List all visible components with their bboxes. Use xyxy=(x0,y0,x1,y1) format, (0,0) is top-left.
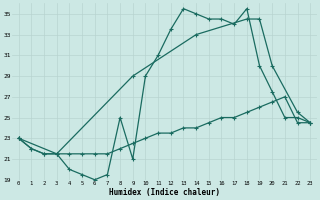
X-axis label: Humidex (Indice chaleur): Humidex (Indice chaleur) xyxy=(109,188,220,197)
